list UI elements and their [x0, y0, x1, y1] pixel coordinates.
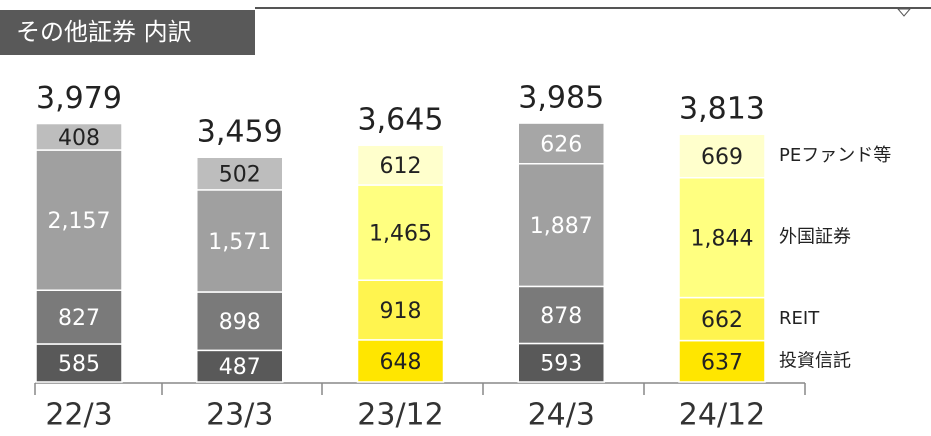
- segment-label: 1,844: [691, 227, 754, 252]
- bar-segment: [356, 279, 445, 341]
- bar-segment: [35, 343, 123, 383]
- bar-segment: [35, 289, 123, 345]
- bar-segment: [678, 176, 766, 299]
- segment-label: 502: [219, 163, 261, 188]
- bar-segment: [35, 149, 123, 291]
- segment-label: 918: [380, 299, 422, 324]
- segment-label: 593: [540, 352, 582, 377]
- total-label: 3,979: [36, 81, 122, 116]
- segment-label: 2,157: [48, 209, 111, 234]
- legend-label: PEファンド等: [779, 145, 891, 166]
- bar-segment: [196, 156, 284, 191]
- segment-label: 878: [540, 304, 582, 329]
- x-tick-label: 24/12: [679, 398, 765, 433]
- total-label: 3,459: [197, 115, 283, 150]
- segment-label: 648: [380, 350, 422, 375]
- bar-segment: [517, 163, 605, 288]
- bar-segment: [196, 349, 284, 383]
- segment-label: 1,465: [369, 222, 432, 247]
- total-label: 3,985: [518, 81, 604, 116]
- bar-segment: [35, 122, 123, 151]
- chart-title: その他証券 内訳: [16, 18, 192, 46]
- bar-segment: [356, 184, 445, 281]
- segment-label: 1,571: [208, 230, 271, 255]
- title-box: [0, 10, 255, 55]
- segment-label: 827: [58, 306, 100, 331]
- segment-label: 637: [701, 350, 743, 375]
- x-tick-label: 23/12: [357, 398, 443, 433]
- segment-label: 626: [540, 132, 582, 157]
- segment-label: 662: [701, 308, 743, 333]
- segment-label: 669: [701, 145, 743, 170]
- x-tick-label: 22/3: [45, 398, 112, 433]
- bar-segment: [517, 122, 605, 165]
- segment-label: 487: [219, 355, 261, 380]
- x-tick-label: 23/3: [206, 398, 273, 433]
- total-label: 3,813: [679, 92, 765, 127]
- header-marker: [896, 8, 912, 17]
- segment-label: 585: [58, 352, 100, 377]
- segment-label: 898: [219, 310, 261, 335]
- segment-label: 612: [380, 154, 422, 179]
- segment-label: 1,887: [530, 214, 593, 239]
- total-label: 3,645: [358, 103, 444, 138]
- legend-label: 投資信託: [779, 350, 851, 371]
- x-tick-label: 24/3: [528, 398, 595, 433]
- bar-segment: [517, 342, 605, 383]
- segment-label: 408: [58, 126, 100, 151]
- bar-segment: [356, 144, 445, 186]
- bar-segment: [678, 296, 766, 342]
- bar-segment: [678, 133, 766, 179]
- legend-label: 外国証券: [779, 227, 851, 248]
- legend-label: REIT: [779, 308, 820, 329]
